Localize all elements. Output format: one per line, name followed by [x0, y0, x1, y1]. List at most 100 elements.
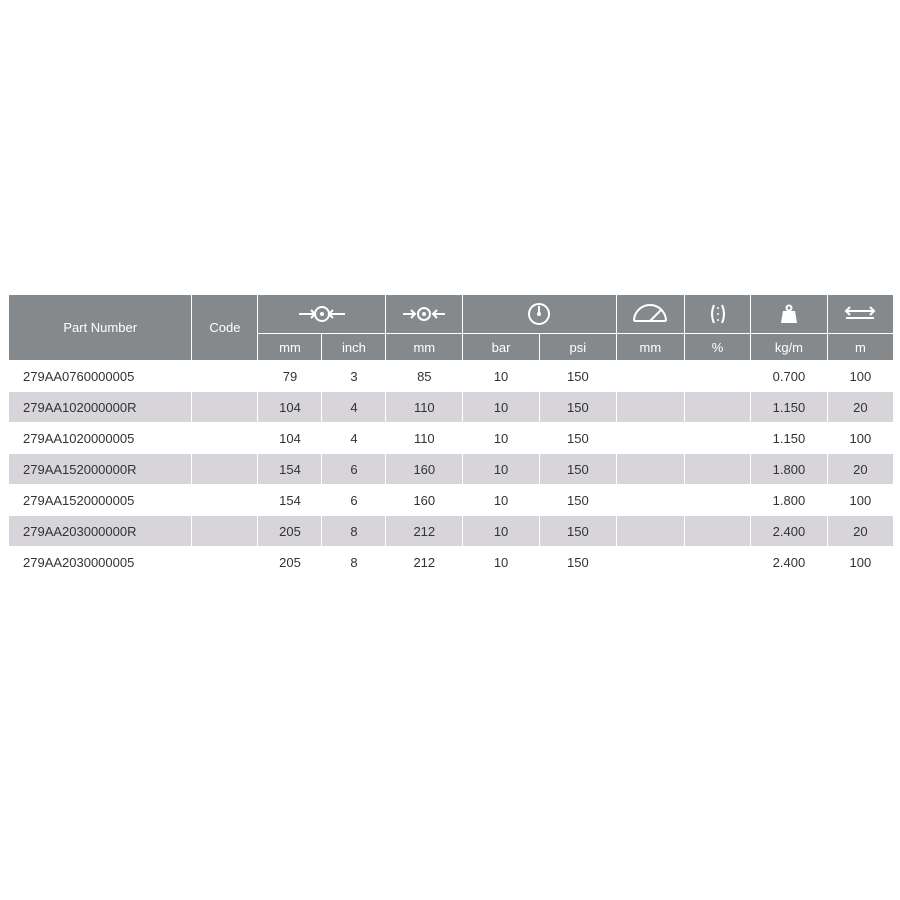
header-inner-diameter: [258, 295, 386, 334]
cell-mm3: [616, 361, 684, 392]
cell-part: 279AA2030000005: [9, 547, 192, 578]
outer-diameter-icon: [397, 304, 451, 324]
cell-mm3: [616, 454, 684, 485]
cell-mm3: [616, 547, 684, 578]
cell-part: 279AA152000000R: [9, 454, 192, 485]
cell-mm3: [616, 516, 684, 547]
cell-kgm: 1.800: [751, 485, 828, 516]
cell-pct: [684, 392, 750, 423]
cell-pct: [684, 516, 750, 547]
cell-part: 279AA0760000005: [9, 361, 192, 392]
unit-mm1: mm: [258, 334, 322, 361]
cell-psi: 150: [539, 547, 616, 578]
cell-bar: 10: [463, 485, 540, 516]
cell-mm1: 79: [258, 361, 322, 392]
header-weight: [751, 295, 828, 334]
table-body: 279AA0760000005 79 3 85 10 150 0.700 100…: [9, 361, 894, 578]
cell-inch: 8: [322, 547, 386, 578]
cell-inch: 6: [322, 485, 386, 516]
cell-mm2: 110: [386, 423, 463, 454]
cell-mm2: 85: [386, 361, 463, 392]
cell-psi: 150: [539, 516, 616, 547]
cell-mm2: 160: [386, 454, 463, 485]
cell-psi: 150: [539, 361, 616, 392]
cell-code: [192, 547, 258, 578]
cell-pct: [684, 423, 750, 454]
table-row: 279AA1020000005 104 4 110 10 150 1.150 1…: [9, 423, 894, 454]
table-row: 279AA102000000R 104 4 110 10 150 1.150 2…: [9, 392, 894, 423]
cell-kgm: 1.150: [751, 423, 828, 454]
cell-mm2: 110: [386, 392, 463, 423]
unit-m: m: [827, 334, 893, 361]
header-bend-radius: [616, 295, 684, 334]
unit-mm2: mm: [386, 334, 463, 361]
cell-bar: 10: [463, 547, 540, 578]
cell-psi: 150: [539, 423, 616, 454]
unit-bar: bar: [463, 334, 540, 361]
cell-m: 100: [827, 547, 893, 578]
cell-mm1: 154: [258, 454, 322, 485]
cell-mm1: 205: [258, 516, 322, 547]
cell-mm1: 104: [258, 423, 322, 454]
cell-kgm: 1.150: [751, 392, 828, 423]
cell-mm2: 160: [386, 485, 463, 516]
cell-m: 20: [827, 516, 893, 547]
header-outer-diameter: [386, 295, 463, 334]
cell-psi: 150: [539, 454, 616, 485]
cell-m: 100: [827, 361, 893, 392]
length-icon: [840, 306, 880, 322]
cell-bar: 10: [463, 454, 540, 485]
unit-mm3: mm: [616, 334, 684, 361]
header-elongation: [684, 295, 750, 334]
unit-psi: psi: [539, 334, 616, 361]
table-row: 279AA203000000R 205 8 212 10 150 2.400 2…: [9, 516, 894, 547]
cell-inch: 4: [322, 423, 386, 454]
cell-bar: 10: [463, 516, 540, 547]
bend-radius-icon: [630, 303, 670, 325]
cell-inch: 4: [322, 392, 386, 423]
header-length: [827, 295, 893, 334]
inner-diameter-icon: [295, 304, 349, 324]
cell-inch: 8: [322, 516, 386, 547]
cell-pct: [684, 454, 750, 485]
cell-code: [192, 392, 258, 423]
elongation-icon: [705, 302, 731, 326]
cell-code: [192, 454, 258, 485]
table-row: 279AA152000000R 154 6 160 10 150 1.800 2…: [9, 454, 894, 485]
cell-code: [192, 516, 258, 547]
cell-part: 279AA102000000R: [9, 392, 192, 423]
table-row: 279AA2030000005 205 8 212 10 150 2.400 1…: [9, 547, 894, 578]
header-part-number: Part Number: [9, 295, 192, 361]
unit-pct: %: [684, 334, 750, 361]
cell-mm2: 212: [386, 547, 463, 578]
cell-code: [192, 361, 258, 392]
cell-mm3: [616, 423, 684, 454]
table-row: 279AA1520000005 154 6 160 10 150 1.800 1…: [9, 485, 894, 516]
cell-pct: [684, 485, 750, 516]
weight-icon: [778, 303, 800, 325]
table-row: 279AA0760000005 79 3 85 10 150 0.700 100: [9, 361, 894, 392]
cell-pct: [684, 361, 750, 392]
cell-inch: 6: [322, 454, 386, 485]
cell-mm2: 212: [386, 516, 463, 547]
cell-kgm: 2.400: [751, 516, 828, 547]
cell-kgm: 1.800: [751, 454, 828, 485]
header-pressure: [463, 295, 617, 334]
working-pressure-icon: [526, 301, 552, 327]
cell-bar: 10: [463, 392, 540, 423]
cell-m: 100: [827, 423, 893, 454]
cell-mm3: [616, 392, 684, 423]
cell-kgm: 2.400: [751, 547, 828, 578]
unit-inch: inch: [322, 334, 386, 361]
cell-code: [192, 485, 258, 516]
cell-code: [192, 423, 258, 454]
cell-m: 20: [827, 454, 893, 485]
cell-m: 20: [827, 392, 893, 423]
unit-kgm: kg/m: [751, 334, 828, 361]
cell-part: 279AA1020000005: [9, 423, 192, 454]
table-header: Part Number Code: [9, 295, 894, 361]
cell-psi: 150: [539, 485, 616, 516]
cell-mm1: 154: [258, 485, 322, 516]
cell-part: 279AA203000000R: [9, 516, 192, 547]
cell-mm1: 104: [258, 392, 322, 423]
